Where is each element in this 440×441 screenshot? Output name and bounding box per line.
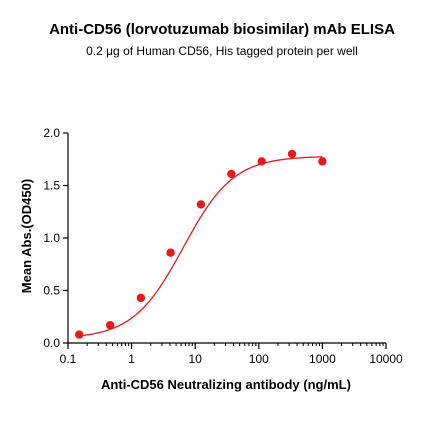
data-point (227, 169, 236, 179)
y-tick-label: 1.0 (43, 231, 60, 245)
data-point (105, 320, 115, 330)
x-tick-label: 10000 (369, 352, 403, 366)
x-tick-label: 1 (128, 352, 135, 366)
data-point (136, 293, 146, 303)
data-point (74, 330, 84, 339)
data-point (318, 157, 327, 166)
data-points (74, 149, 327, 339)
x-tick-label: 10 (189, 352, 203, 366)
y-axis: 0.0 0.5 1.0 1.5 2.0 (43, 126, 69, 350)
y-tick-label: 0.5 (43, 284, 60, 298)
x-tick-label: 0.1 (60, 352, 77, 366)
fit-curve-group (79, 156, 323, 337)
x-tick-label: 100 (249, 352, 269, 366)
x-axis: 0.1 1 10 100 1000 10000 (60, 342, 403, 366)
y-tick-label: 1.5 (43, 179, 60, 193)
data-point (257, 157, 266, 166)
y-axis-label: Mean Abs.(OD450) (19, 179, 34, 293)
data-point (287, 149, 297, 159)
data-point (196, 200, 206, 209)
y-tick-label: 0.0 (43, 336, 60, 350)
x-tick-label: 1000 (309, 352, 336, 366)
x-axis-label: Anti-CD56 Neutralizing antibody (ng/mL) (101, 377, 351, 392)
chart-title: Anti-CD56 (lorvotuzumab biosimilar) mAb … (49, 21, 395, 38)
data-point (166, 248, 175, 257)
fit-curve (79, 156, 323, 337)
chart-subtitle: 0.2 μg of Human CD56, His tagged protein… (86, 44, 358, 58)
y-tick-label: 2.0 (43, 126, 60, 140)
